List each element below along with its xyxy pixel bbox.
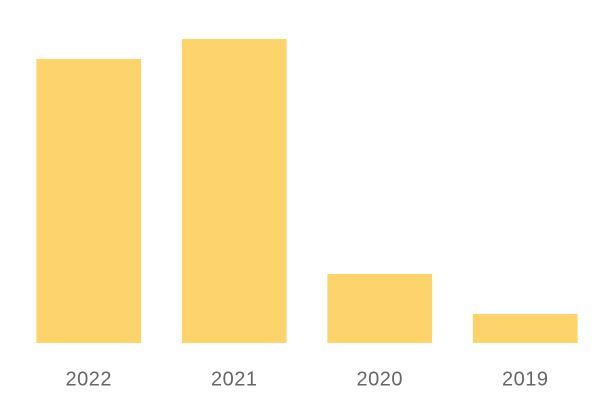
bar	[36, 59, 142, 343]
x-tick-label: 2022	[66, 368, 113, 390]
x-tick-label: 2020	[357, 368, 404, 390]
bar	[327, 274, 433, 343]
bar	[181, 39, 287, 343]
x-tick-label: 2019	[502, 368, 549, 390]
x-tick-label: 2021	[211, 368, 258, 390]
bar	[472, 314, 578, 343]
